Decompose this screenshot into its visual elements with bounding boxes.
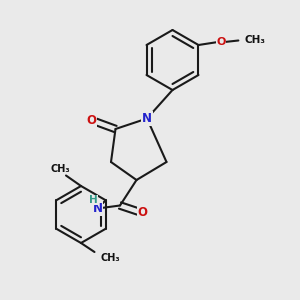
Text: CH₃: CH₃: [244, 35, 266, 46]
Text: O: O: [86, 113, 96, 127]
Text: O: O: [137, 206, 148, 220]
Text: CH₃: CH₃: [100, 253, 120, 263]
Text: N: N: [92, 202, 103, 215]
Text: H: H: [88, 195, 98, 205]
Text: CH₃: CH₃: [51, 164, 70, 174]
Text: N: N: [142, 112, 152, 125]
Text: O: O: [216, 37, 226, 47]
